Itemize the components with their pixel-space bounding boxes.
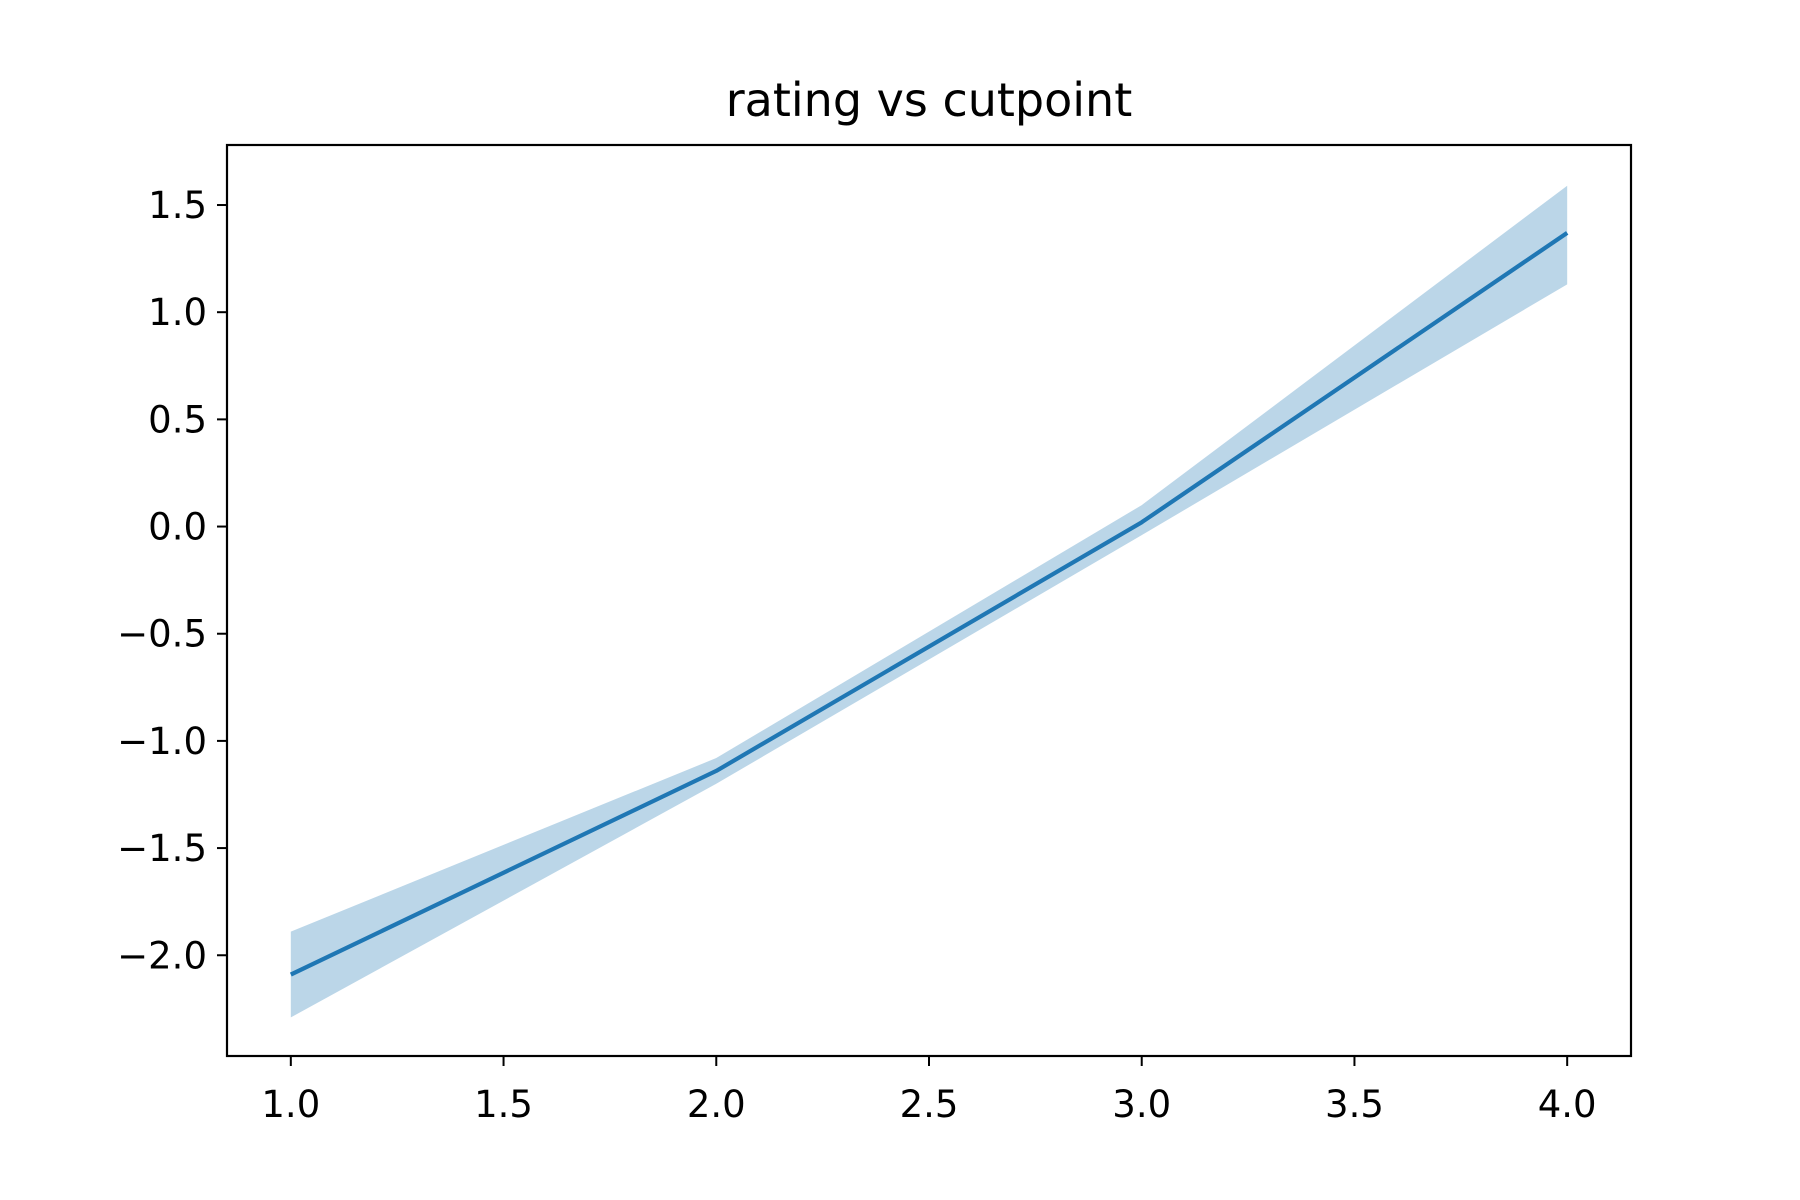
- axes: 1.0 1.5 2.0 2.5 3.0 3.5 4.0 −2.0 −1.5 −1.0 −0.5 0.0…: [117, 143, 1633, 1126]
- y-tick-label-7: 1.5: [148, 184, 207, 227]
- y-tick-label-6: 1.0: [148, 291, 207, 334]
- confidence-band-0: [290, 185, 1568, 1018]
- x-tick-label-1: 1.5: [474, 1083, 533, 1126]
- y-tick-label-5: 0.5: [148, 398, 207, 441]
- y-tick-label-2: −1.0: [117, 720, 207, 763]
- x-tick-label-5: 3.5: [1325, 1083, 1384, 1126]
- x-tick-label-4: 3.0: [1112, 1083, 1171, 1126]
- y-tick-label-3: −0.5: [117, 613, 207, 656]
- plot-area: [227, 145, 1631, 1056]
- y-tick-label-0: −2.0: [117, 934, 207, 977]
- x-tick-label-3: 2.5: [900, 1083, 959, 1126]
- x-tick-label-0: 1.0: [261, 1083, 320, 1126]
- x-tick-label-2: 2.0: [687, 1083, 746, 1126]
- series-line-0: [289, 231, 1569, 977]
- y-tick-label-1: −1.5: [117, 827, 207, 870]
- x-tick-label-6: 4.0: [1538, 1083, 1597, 1126]
- plot-background: [227, 145, 1631, 1056]
- chart-title: rating vs cutpoint: [726, 73, 1133, 127]
- y-tick-label-4: 0.0: [148, 506, 207, 549]
